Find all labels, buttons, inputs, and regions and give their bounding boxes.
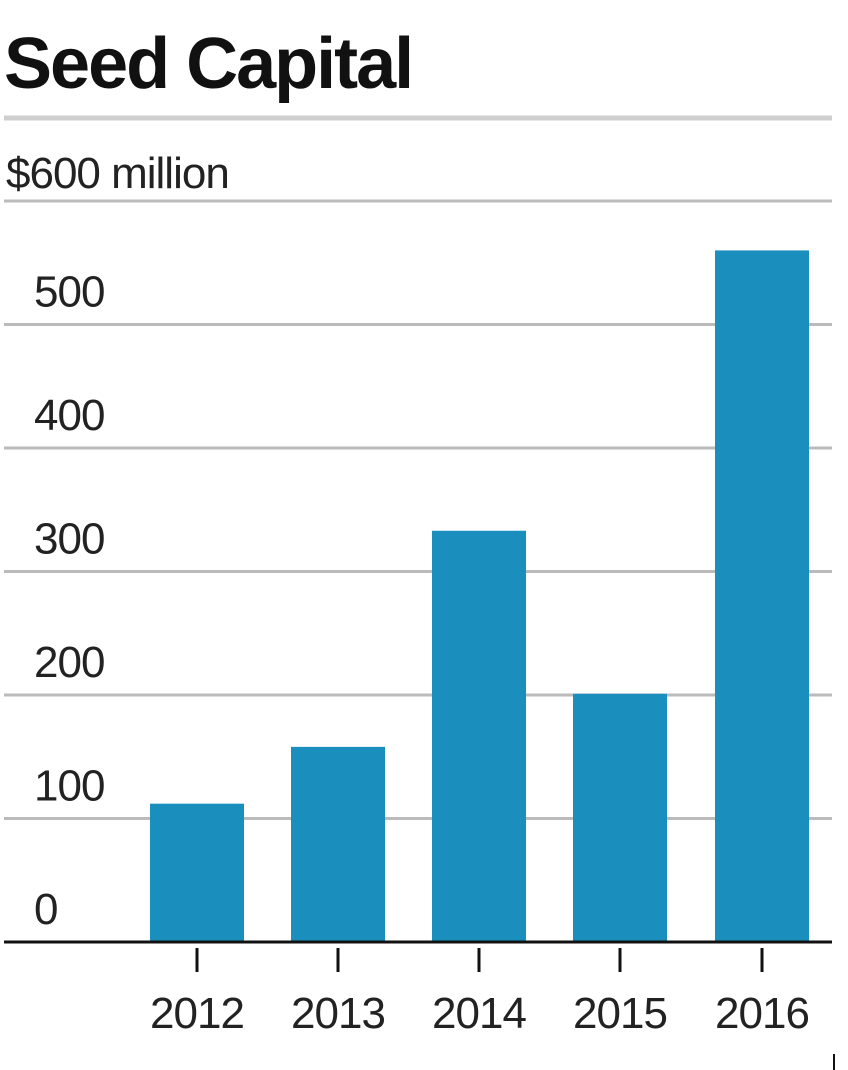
bar-2012 [150, 803, 244, 942]
chart-title: Seed Capital [4, 24, 412, 104]
y-tick-labels: 0 100 200 300 400 500 [34, 268, 105, 935]
x-tick-labels: 2012 2013 2014 2015 2016 [150, 989, 810, 1038]
x-tick-label-2013: 2013 [291, 989, 385, 1038]
x-axis [4, 940, 832, 972]
bars [150, 250, 809, 942]
y-tick-label-500: 500 [34, 268, 104, 317]
x-tick-label-2014: 2014 [432, 989, 526, 1038]
x-tick-label-2012: 2012 [150, 989, 244, 1038]
x-tick-label-2015: 2015 [573, 989, 667, 1038]
bar-2015 [573, 693, 667, 942]
bar-2014 [432, 530, 526, 942]
gridlines [4, 199, 832, 820]
y-tick-label-0: 0 [34, 885, 57, 934]
x-tick-label-2016: 2016 [715, 989, 809, 1038]
bar-2016 [715, 250, 809, 942]
y-tick-label-300: 300 [34, 515, 104, 564]
y-tick-label-400: 400 [34, 391, 104, 440]
y-axis-unit-label: $600 million [6, 149, 229, 198]
y-tick-label-100: 100 [34, 762, 104, 811]
y-tick-label-200: 200 [34, 638, 104, 687]
bar-2013 [291, 746, 385, 942]
